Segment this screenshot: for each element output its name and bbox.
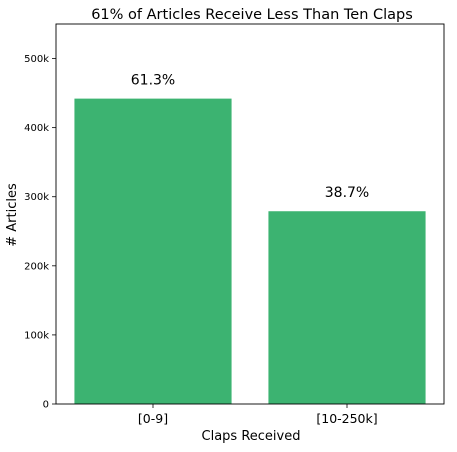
y-tick-label-2: 100k [24, 330, 49, 341]
chart-title: 61% of Articles Receive Less Than Ten Cl… [91, 7, 413, 23]
x-tick-label-2: [10-250k] [316, 411, 377, 426]
data-label-2: 38.7% [325, 185, 369, 201]
data-label-1: 61.3% [131, 73, 175, 89]
y-tick-label-6: 500k [24, 54, 49, 65]
plot-frame [55, 23, 445, 405]
y-axis-label: # Articles [5, 183, 20, 247]
y-tick-label-4: 300k [24, 192, 49, 203]
x-tick-label-1: [0-9] [138, 411, 168, 426]
y-tick-label-1: 0 [43, 400, 49, 411]
plot-area: 61.3% [0-9] 38.7% [10-250k] 0 100k 200k 300k 400… [24, 23, 445, 426]
y-tick-label-5: 400k [24, 123, 49, 134]
bar-1 [74, 98, 232, 405]
x-axis-label: Claps Received [202, 429, 301, 444]
bar-2 [268, 211, 426, 404]
y-tick-label-3: 200k [24, 261, 49, 272]
